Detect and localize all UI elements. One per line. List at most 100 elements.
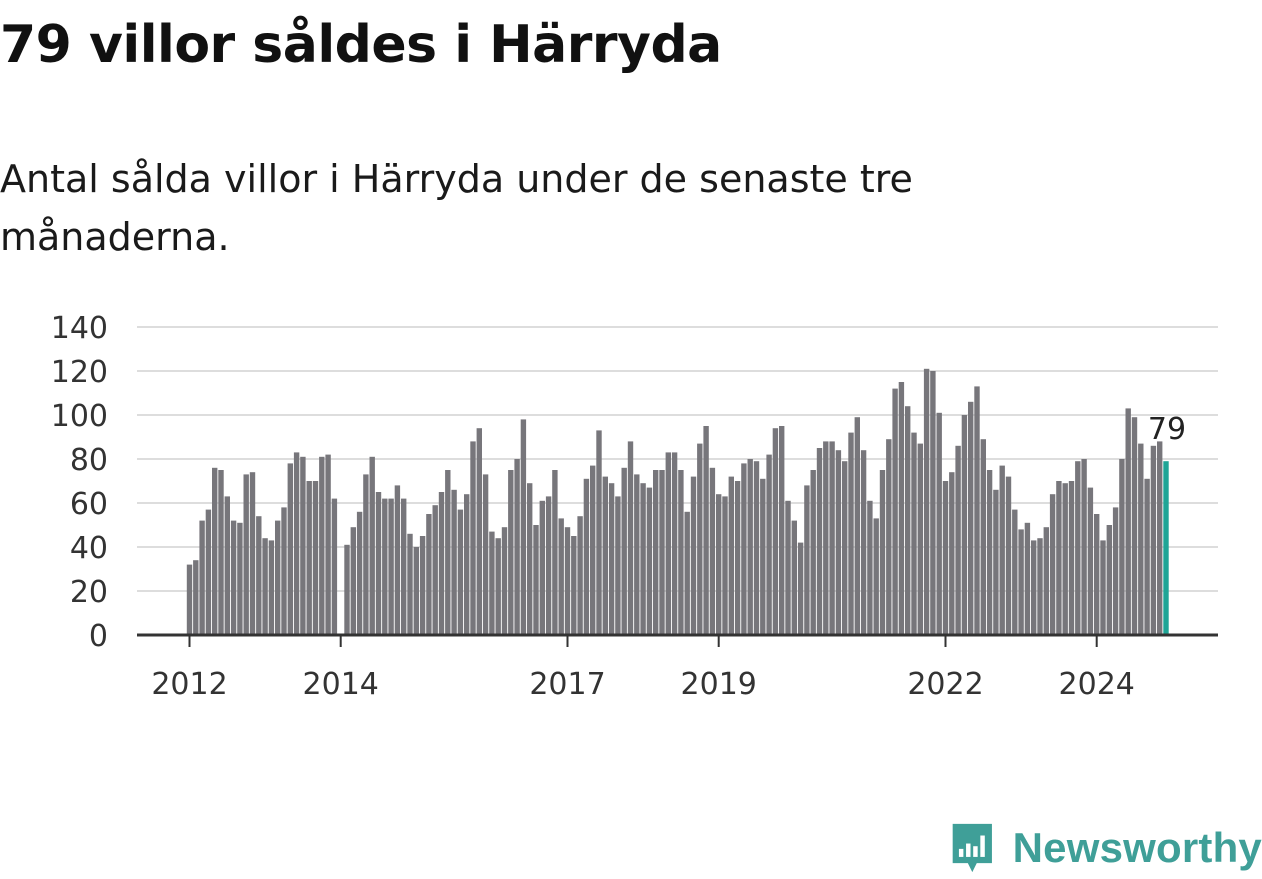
bar [527, 483, 533, 635]
bar [571, 536, 577, 635]
bar [646, 487, 653, 635]
bar [823, 441, 829, 635]
bar [1138, 443, 1144, 635]
y-axis-labels: 0 20 40 60 80 100 120 140 [51, 311, 108, 654]
bar [419, 536, 426, 635]
bar [564, 527, 571, 635]
y-tick-label: 100 [51, 399, 108, 434]
bar [634, 474, 640, 635]
bar [936, 412, 942, 635]
bar [363, 474, 369, 635]
bar [237, 522, 243, 635]
bar [905, 406, 911, 635]
bar [539, 500, 545, 635]
bar [829, 441, 835, 635]
y-tick-label: 60 [70, 487, 108, 522]
bar [722, 496, 728, 635]
bar [1106, 525, 1112, 635]
bar [1094, 514, 1100, 635]
bar [1144, 478, 1150, 635]
bar [955, 445, 961, 635]
bar [1018, 529, 1024, 635]
bar [470, 441, 476, 635]
bar [602, 476, 608, 635]
bar [325, 454, 331, 635]
bar [451, 489, 457, 635]
bar [552, 470, 558, 635]
bar [898, 382, 905, 635]
bar [949, 472, 955, 635]
bar [785, 500, 791, 635]
bar [760, 478, 766, 635]
bar [375, 492, 382, 635]
bar [193, 560, 199, 635]
bar [1049, 494, 1056, 635]
chart-headline: 79 villor såldes i Härryda [0, 15, 722, 75]
bar [482, 474, 489, 635]
bar [300, 456, 306, 635]
bar [968, 401, 974, 635]
bar [186, 564, 193, 635]
bar [426, 514, 432, 635]
bar [1024, 522, 1031, 635]
bar [615, 496, 621, 635]
bar [306, 481, 312, 635]
bar [545, 496, 552, 635]
bar [873, 518, 879, 635]
bar [974, 386, 980, 635]
x-tick-label: 2012 [151, 667, 227, 702]
bar [1131, 417, 1138, 635]
bar [640, 483, 646, 635]
bar [842, 461, 848, 635]
bar [457, 509, 464, 635]
bar [224, 496, 230, 635]
bar [1125, 408, 1131, 635]
bar [608, 483, 615, 635]
bar [356, 511, 363, 635]
x-tick-label: 2022 [907, 667, 983, 702]
latest-value-label: 79 [1148, 412, 1186, 447]
bar [766, 454, 772, 635]
chart-subtitle: Antal sålda villor i Härryda under de se… [0, 157, 913, 259]
bar [388, 498, 394, 635]
bar [312, 481, 319, 635]
bar [275, 520, 281, 635]
bar [684, 511, 690, 635]
bar [230, 520, 237, 635]
bar [1087, 487, 1094, 635]
bar [879, 470, 886, 635]
bar [382, 498, 388, 635]
bar [797, 542, 804, 635]
bar [1075, 461, 1081, 635]
bar [1031, 540, 1037, 635]
bar [741, 463, 747, 635]
bar [747, 459, 753, 635]
bar [1037, 538, 1043, 635]
bar [734, 481, 741, 635]
bar [596, 430, 602, 635]
bar [665, 452, 671, 635]
bar [476, 428, 482, 635]
bar [653, 470, 659, 635]
bar [999, 465, 1005, 635]
bar [205, 509, 212, 635]
bar [508, 470, 514, 635]
y-tick-label: 120 [51, 355, 108, 390]
bar [331, 498, 338, 635]
bar [993, 489, 999, 635]
bar [287, 463, 293, 635]
bar [892, 388, 898, 635]
bar [659, 470, 665, 635]
bar [1081, 459, 1087, 635]
x-tick-label: 2014 [303, 667, 379, 702]
bar [860, 450, 867, 635]
annotations: 79 [1148, 412, 1186, 447]
x-tick-label: 2017 [529, 667, 605, 702]
bar [911, 432, 917, 635]
bar [703, 426, 709, 635]
bar [923, 368, 930, 635]
bar [1150, 445, 1157, 635]
bar [716, 494, 722, 635]
bar [942, 481, 949, 635]
